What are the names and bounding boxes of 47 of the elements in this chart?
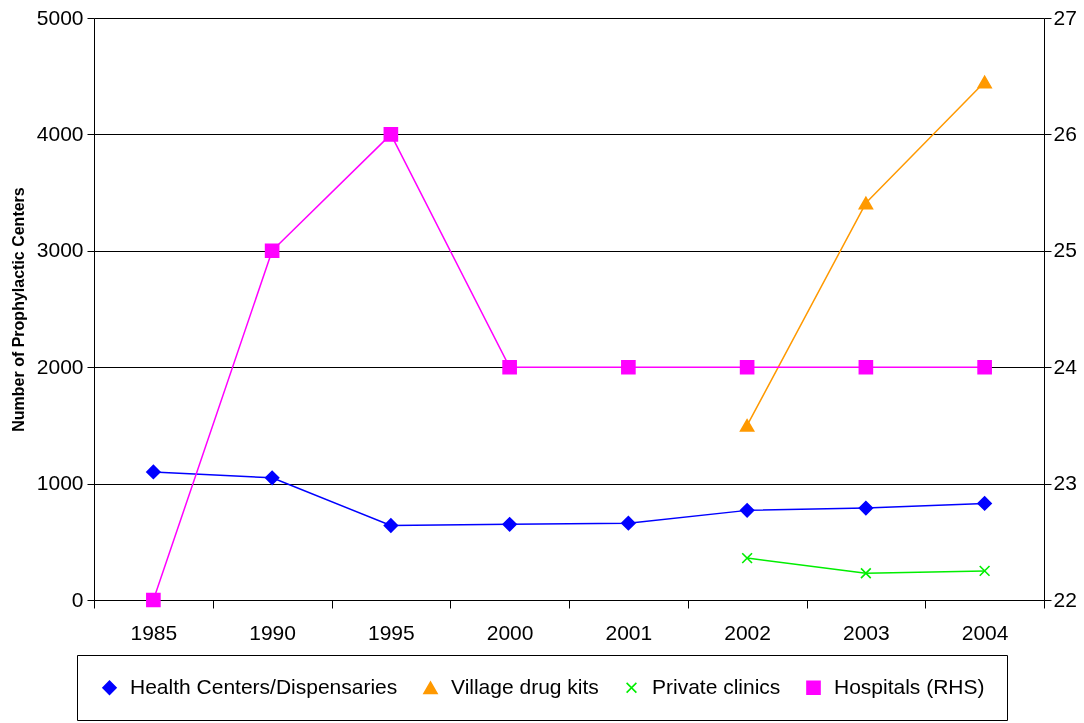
x-tick-label: 1990 [249,620,296,644]
y2-tick-label: 24 [1053,354,1078,378]
y-tick-label: 2000 [36,354,84,378]
y-axis-title: Number of Prophylactic Centers [9,187,27,432]
y-tick-label: 3000 [36,238,84,262]
legend-label: Village drug kits [451,674,599,698]
point [502,517,517,532]
y-tick-label: 5000 [36,5,84,29]
point [621,515,636,531]
x-tick-label: 2003 [843,620,890,644]
x-tick-label: 1985 [130,620,178,644]
x-tick-label: 1995 [368,620,415,644]
point [978,565,991,577]
y-tick-label: 1000 [36,471,84,495]
x-tick-label: 2000 [486,620,534,644]
point [858,500,874,516]
x-tick-label: 2001 [605,620,653,644]
y2-tick-label: 22 [1053,587,1077,611]
point [146,464,161,480]
legend-label: Health Centers/Dispensaries [130,674,398,698]
point [860,567,872,579]
point [977,75,992,89]
point [977,496,992,511]
point [383,127,399,142]
x-tick-label: 2002 [724,620,771,644]
y2-tick-label: 26 [1053,121,1077,145]
point [264,470,280,486]
point [739,503,755,518]
y2-tick-label: 25 [1053,238,1077,262]
point [977,359,992,375]
point [741,552,753,564]
point [146,592,161,608]
point [621,359,636,375]
point [502,359,517,375]
x-tick-label: 2004 [961,620,1009,644]
point [739,418,755,432]
y-tick-label: 0 [71,587,84,611]
point [858,359,874,375]
legend-label: Hospitals (RHS) [834,674,985,698]
point [264,243,280,259]
y2-tick-label: 23 [1053,471,1077,495]
point [858,196,874,210]
point [383,518,399,533]
point [739,359,755,375]
legend-label: Private clinics [652,674,781,698]
y2-tick-label: 27 [1053,5,1077,29]
y-tick-label: 4000 [36,121,84,145]
